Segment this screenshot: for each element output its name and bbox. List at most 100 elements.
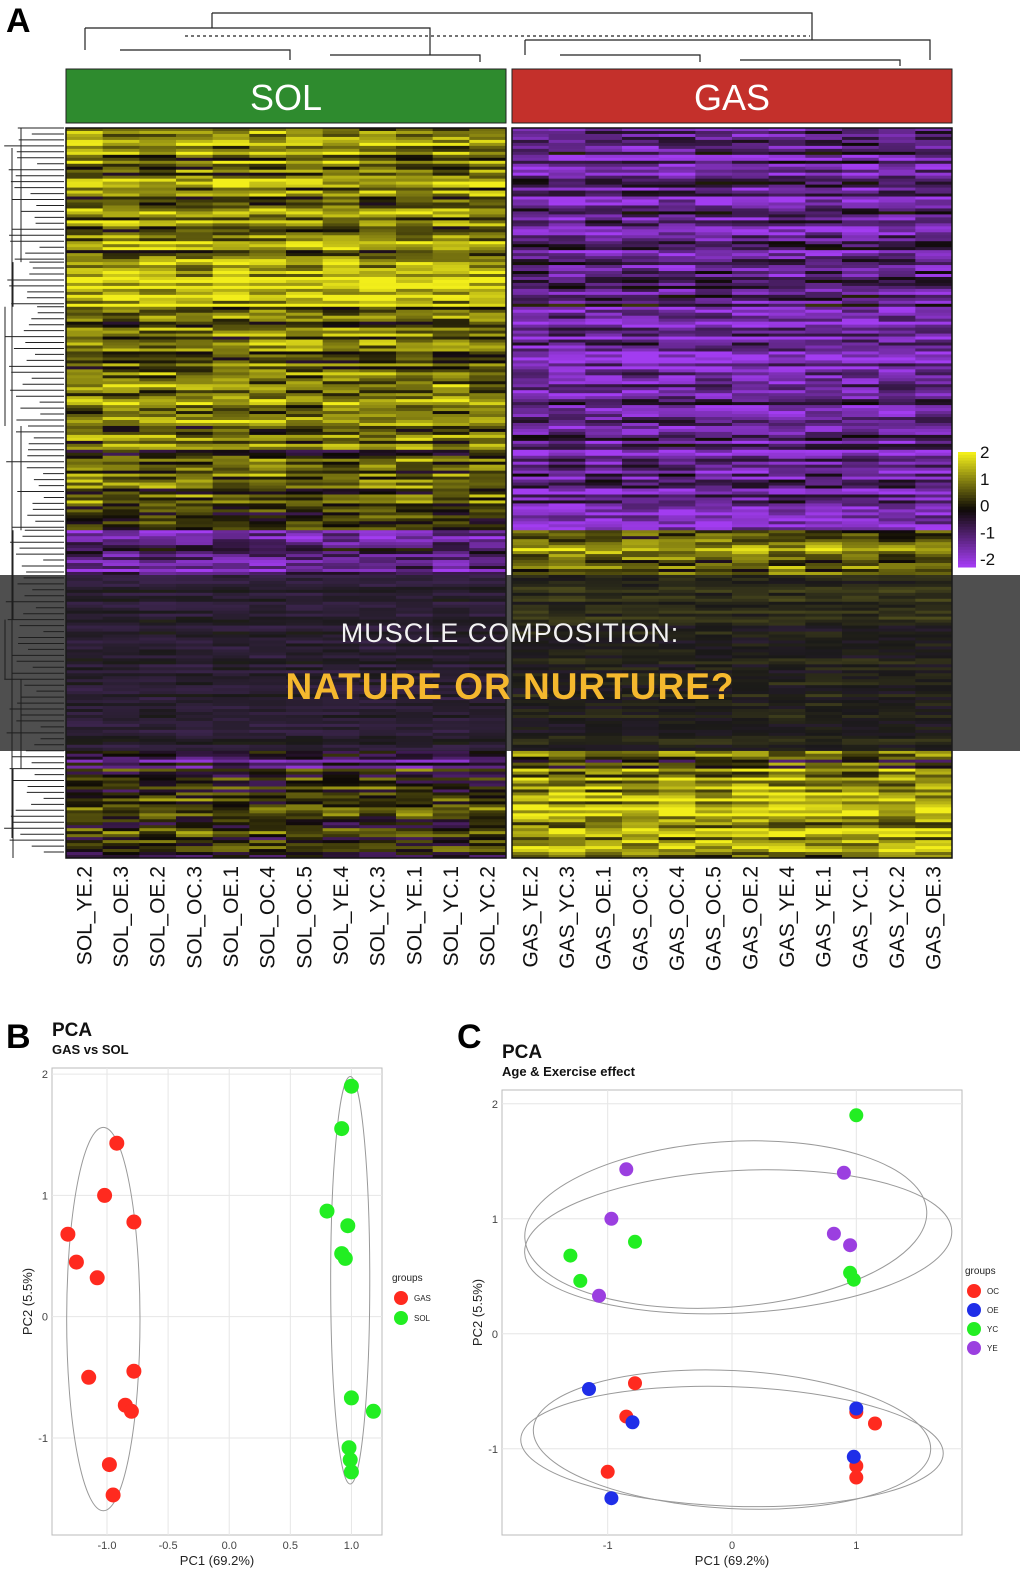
- heatmap-cell: [176, 470, 214, 475]
- heatmap-cell: [66, 536, 104, 540]
- heatmap-cell: [512, 172, 550, 177]
- heatmap-cell: [842, 470, 880, 475]
- heatmap-cell: [878, 372, 916, 376]
- heatmap-cell: [432, 336, 470, 340]
- heatmap-cell: [695, 420, 733, 424]
- heatmap-cell: [286, 524, 324, 528]
- heatmap-cell: [658, 309, 696, 314]
- heatmap-cell: [359, 282, 397, 287]
- heatmap-cell: [915, 369, 953, 373]
- heatmap-cell: [622, 452, 660, 457]
- heatmap-cell: [768, 503, 806, 507]
- heatmap-cell: [469, 294, 507, 299]
- heatmap-cell: [139, 425, 177, 430]
- heatmap-cell: [322, 247, 360, 251]
- heatmap-cell: [396, 253, 434, 257]
- heatmap-cell: [842, 527, 880, 531]
- heatmap-cell: [512, 348, 550, 352]
- heatmap-cell: [622, 461, 660, 466]
- heatmap-cell: [66, 467, 104, 472]
- heatmap-cell: [286, 187, 324, 191]
- heatmap-cell: [622, 223, 660, 227]
- heatmap-cell: [658, 500, 696, 504]
- heatmap-cell: [915, 250, 953, 254]
- heatmap-cell: [732, 259, 770, 263]
- heatmap-cell: [805, 324, 843, 329]
- heatmap-cell: [249, 220, 287, 224]
- heatmap-cell: [768, 151, 806, 156]
- heatmap-cell: [842, 366, 880, 370]
- heatmap-cell: [622, 536, 660, 540]
- heatmap-cell: [915, 160, 953, 165]
- heatmap-cell: [548, 196, 586, 200]
- heatmap-cell: [695, 354, 733, 358]
- heatmap-cell: [396, 479, 434, 483]
- heatmap-cell: [432, 166, 470, 171]
- heatmap-cell: [732, 542, 770, 546]
- heatmap-cell: [469, 479, 507, 483]
- heatmap-cell: [102, 348, 140, 352]
- heatmap-cell: [102, 557, 140, 561]
- heatmap-cell: [768, 303, 806, 308]
- heatmap-cell: [842, 533, 880, 537]
- heatmap-cell: [359, 464, 397, 469]
- heatmap-cell: [249, 443, 287, 448]
- heatmap-cell: [286, 545, 324, 549]
- heatmap-cell: [842, 148, 880, 153]
- heatmap-cell: [212, 130, 250, 135]
- heatmap-cell: [842, 232, 880, 236]
- heatmap-cell: [548, 500, 586, 504]
- heatmap-cell: [249, 268, 287, 272]
- heatmap-cell: [585, 217, 623, 221]
- heatmap-cell: [469, 512, 507, 516]
- heatmap-cell: [102, 354, 140, 358]
- heatmap-cell: [212, 497, 250, 501]
- heatmap-cell: [695, 470, 733, 475]
- heatmap-cell: [842, 223, 880, 227]
- heatmap-cell: [212, 324, 250, 329]
- heatmap-cell: [842, 276, 880, 281]
- heatmap-cell: [212, 136, 250, 141]
- heatmap-cell: [585, 321, 623, 326]
- heatmap-cell: [102, 223, 140, 227]
- heatmap-cell: [915, 521, 953, 525]
- heatmap-cell: [102, 512, 140, 516]
- heatmap-cell: [842, 214, 880, 218]
- heatmap-cell: [212, 223, 250, 227]
- heatmap-cell: [176, 202, 214, 206]
- heatmap-cell: [805, 229, 843, 233]
- heatmap-cell: [322, 339, 360, 343]
- heatmap-cell: [878, 473, 916, 478]
- heatmap-cell: [469, 420, 507, 424]
- heatmap-cell: [548, 497, 586, 501]
- heatmap-cell: [396, 229, 434, 233]
- heatmap-cell: [249, 214, 287, 218]
- heatmap-cell: [359, 253, 397, 257]
- heatmap-cell: [732, 411, 770, 415]
- heatmap-cell: [322, 250, 360, 254]
- heatmap-cell: [658, 339, 696, 343]
- heatmap-cell: [695, 238, 733, 242]
- heatmap-cell: [732, 396, 770, 400]
- heatmap-cell: [432, 303, 470, 308]
- heatmap-cell: [249, 571, 287, 576]
- heatmap-cell: [732, 372, 770, 376]
- heatmap-cell: [102, 303, 140, 308]
- heatmap-cell: [915, 500, 953, 504]
- heatmap-cell: [139, 557, 177, 561]
- heatmap-cell: [176, 130, 214, 135]
- heatmap-cell: [322, 142, 360, 147]
- heatmap-cell: [805, 330, 843, 334]
- heatmap-cell: [359, 163, 397, 168]
- heatmap-cell: [396, 554, 434, 558]
- heatmap-cell: [212, 449, 250, 454]
- heatmap-cell: [359, 458, 397, 463]
- heatmap-cell: [805, 196, 843, 200]
- heatmap-cell: [585, 274, 623, 278]
- heatmap-cell: [585, 425, 623, 430]
- heatmap-cell: [805, 342, 843, 346]
- heatmap-cell: [842, 506, 880, 510]
- heatmap-cell: [322, 503, 360, 507]
- heatmap-cell: [548, 333, 586, 337]
- heatmap-cell: [658, 250, 696, 254]
